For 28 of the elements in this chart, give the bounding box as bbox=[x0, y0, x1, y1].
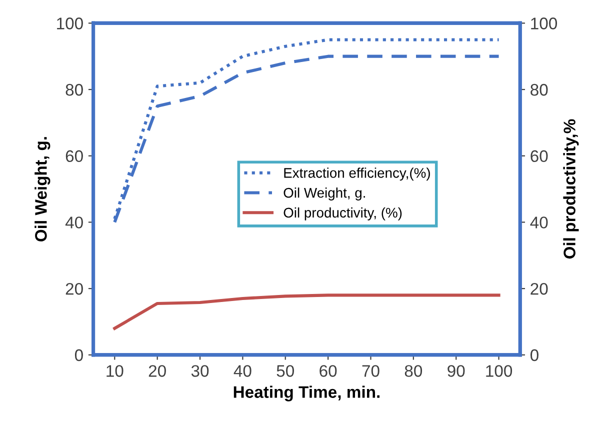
y-tick-label: 40 bbox=[65, 216, 83, 228]
y2-tick-label: 80 bbox=[530, 84, 548, 96]
legend-label: Oil Weight, g. bbox=[284, 188, 365, 200]
x-tick-label: 100 bbox=[486, 365, 512, 377]
legend-label: Oil productivity, (%) bbox=[284, 207, 402, 220]
y2-tick-label: 0 bbox=[530, 349, 538, 362]
x-tick-label: 20 bbox=[148, 365, 166, 377]
y2-tick-label: 40 bbox=[530, 216, 548, 228]
legend-label: Extraction efficiency,(%) bbox=[284, 168, 430, 181]
y-tick-label: 0 bbox=[74, 349, 83, 362]
x-axis-title: Heating Time, min. bbox=[234, 386, 380, 402]
y-tick-label: 80 bbox=[66, 84, 83, 96]
x-tick-label: 90 bbox=[448, 365, 465, 377]
x-tick-label: 30 bbox=[191, 365, 209, 377]
x-tick-label: 50 bbox=[276, 365, 294, 377]
y-tick-label: 20 bbox=[66, 282, 83, 295]
y-axis-title: Oil Weight, g. bbox=[34, 137, 50, 242]
x-tick-label: 70 bbox=[362, 365, 380, 377]
y2-tick-label: 20 bbox=[530, 282, 548, 295]
x-tick-label: 80 bbox=[404, 365, 422, 377]
x-tick-label: 10 bbox=[106, 365, 124, 377]
y-tick-label: 60 bbox=[66, 150, 83, 162]
x-tick-label: 40 bbox=[234, 365, 252, 377]
x-tick-label: 60 bbox=[320, 365, 337, 377]
y2-axis-title: Oil productivity,% bbox=[563, 119, 579, 259]
y2-tick-label: 60 bbox=[530, 150, 548, 162]
y2-tick-label: 100 bbox=[531, 18, 558, 30]
y-tick-label: 100 bbox=[57, 18, 83, 30]
